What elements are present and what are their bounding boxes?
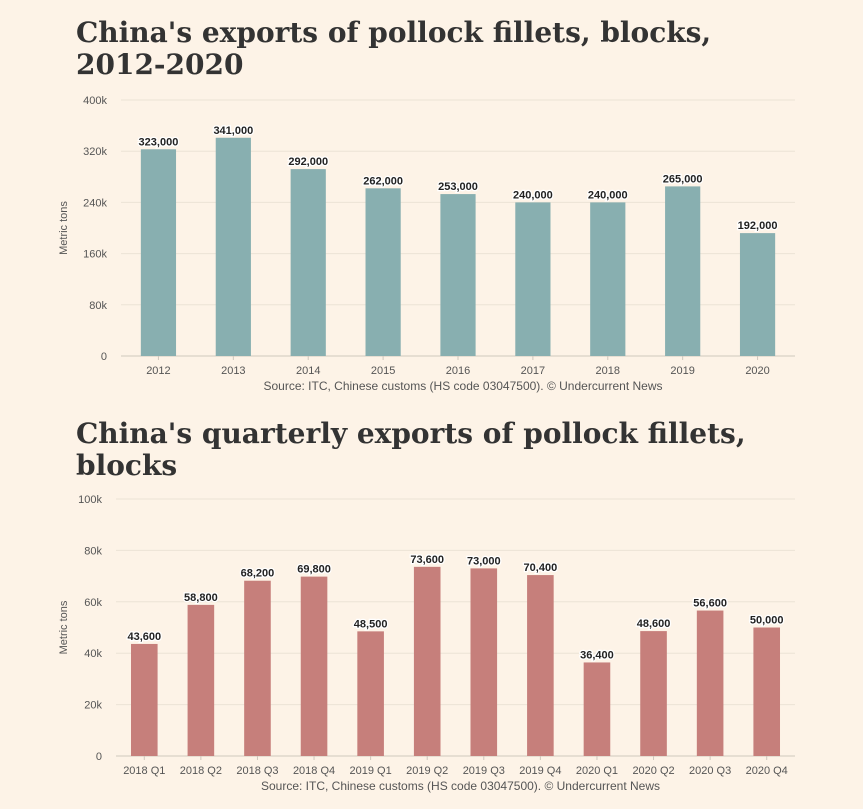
data-label: 292,000 xyxy=(288,156,328,168)
x-tick-label: 2015 xyxy=(371,365,395,377)
y-tick-label: 80k xyxy=(84,545,102,557)
x-tick-label: 2014 xyxy=(296,365,320,377)
source-note: Source: ITC, Chinese customs (HS code 03… xyxy=(263,379,662,393)
annual-chart-title: China's exports of pollock fillets, bloc… xyxy=(76,16,712,81)
data-label: 68,200 xyxy=(241,568,275,580)
bar xyxy=(440,194,476,356)
source-note: Source: ITC, Chinese customs (HS code 03… xyxy=(261,779,660,793)
x-tick-label: 2020 xyxy=(745,365,769,377)
y-tick-label: 20k xyxy=(84,700,102,712)
bar xyxy=(696,610,724,756)
y-tick-label: 240k xyxy=(83,197,107,209)
x-tick-label: 2019 Q3 xyxy=(463,765,505,777)
bar xyxy=(290,169,326,356)
data-label: 240,000 xyxy=(588,189,628,201)
bar xyxy=(130,643,158,756)
bar xyxy=(470,568,498,756)
x-tick-label: 2020 Q2 xyxy=(632,765,674,777)
bar xyxy=(215,137,251,356)
data-label: 253,000 xyxy=(438,181,478,193)
y-tick-label: 40k xyxy=(84,648,102,660)
bar xyxy=(187,604,215,756)
x-tick-label: 2017 xyxy=(521,365,545,377)
x-tick-label: 2019 Q4 xyxy=(519,765,561,777)
y-tick-label: 320k xyxy=(83,146,107,158)
data-label: 48,600 xyxy=(637,618,671,630)
quarterly-chart-title: China's quarterly exports of pollock fil… xyxy=(76,417,746,482)
x-tick-label: 2018 xyxy=(596,365,620,377)
quarterly-exports-chart: 0 20k 40k 60k 80k 100k Metric tons 43,600 2018 Q… xyxy=(58,494,795,793)
bar xyxy=(590,202,626,356)
x-tick-label: 2019 Q2 xyxy=(406,765,448,777)
bar xyxy=(515,202,551,356)
bar xyxy=(244,580,271,756)
x-tick-label: 2019 Q1 xyxy=(350,765,392,777)
bar xyxy=(365,188,401,356)
data-label: 56,600 xyxy=(693,598,727,610)
bar xyxy=(583,662,611,756)
bar xyxy=(140,149,177,356)
data-label: 48,500 xyxy=(354,618,388,630)
x-tick-label: 2019 xyxy=(670,365,694,377)
data-label: 240,000 xyxy=(513,189,553,201)
annual-exports-chart: 0 80k 160k 240k 320k 400k Metric tons 323,000 20… xyxy=(58,95,795,393)
bar xyxy=(739,233,776,356)
x-tick-label: 2020 Q1 xyxy=(576,765,618,777)
y-tick-label: 400k xyxy=(83,95,107,107)
data-label: 262,000 xyxy=(363,175,403,187)
x-tick-label: 2016 xyxy=(446,365,470,377)
data-label: 50,000 xyxy=(750,615,784,627)
x-tick-label: 2018 Q4 xyxy=(293,765,335,777)
x-tick-label: 2020 Q3 xyxy=(689,765,731,777)
x-tick-label: 2018 Q1 xyxy=(123,765,165,777)
y-axis-label: Metric tons xyxy=(58,600,70,654)
bar xyxy=(357,631,384,756)
bar xyxy=(413,566,441,756)
x-tick-label: 2020 Q4 xyxy=(746,765,788,777)
x-tick-label: 2012 xyxy=(146,365,170,377)
data-label: 58,800 xyxy=(184,592,218,604)
data-label: 70,400 xyxy=(524,562,558,574)
y-tick-label: 100k xyxy=(78,494,102,506)
y-tick-label: 0 xyxy=(96,751,102,763)
bar xyxy=(300,576,328,756)
data-label: 36,400 xyxy=(580,649,614,661)
y-axis-label: Metric tons xyxy=(58,201,70,255)
y-tick-label: 160k xyxy=(83,249,107,261)
y-tick-label: 80k xyxy=(89,300,107,312)
x-tick-label: 2013 xyxy=(221,365,245,377)
bar xyxy=(640,631,667,756)
data-label: 323,000 xyxy=(139,136,179,148)
data-label: 341,000 xyxy=(213,125,253,137)
y-tick-label: 0 xyxy=(101,351,107,363)
data-label: 265,000 xyxy=(663,173,703,185)
bar xyxy=(753,627,781,756)
data-label: 73,000 xyxy=(467,555,501,567)
data-label: 69,800 xyxy=(297,564,331,576)
data-label: 73,600 xyxy=(410,554,444,566)
bar xyxy=(665,186,701,356)
data-label: 192,000 xyxy=(738,220,778,232)
x-tick-label: 2018 Q3 xyxy=(236,765,278,777)
x-tick-label: 2018 Q2 xyxy=(180,765,222,777)
data-label: 43,600 xyxy=(127,631,161,643)
bar xyxy=(527,575,554,756)
y-tick-label: 60k xyxy=(84,597,102,609)
